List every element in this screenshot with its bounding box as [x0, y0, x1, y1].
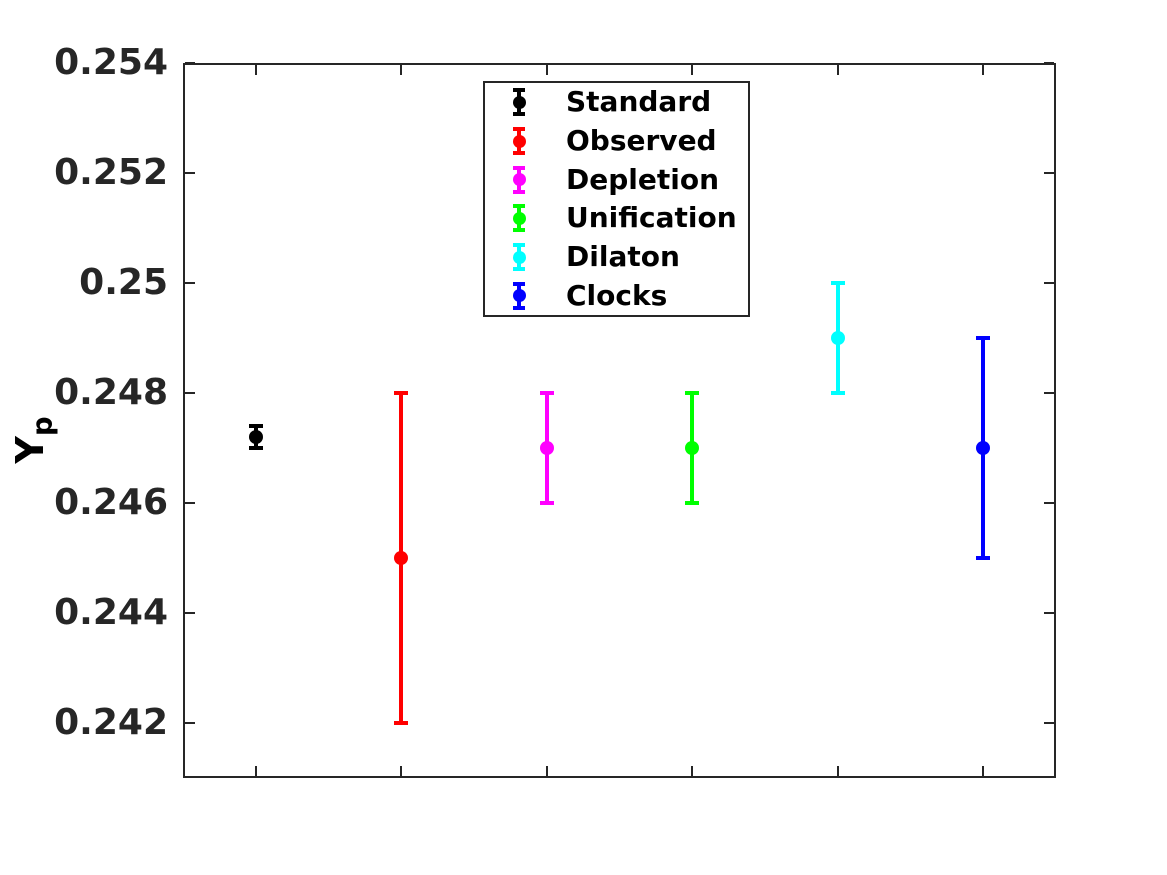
x-tick-mark-top — [545, 65, 548, 75]
errorbar-cap-bottom — [394, 721, 409, 725]
errorbar-cap-bottom — [539, 501, 554, 505]
y-axis-label-text: Y — [8, 436, 52, 464]
legend-marker-cap-top — [513, 204, 525, 209]
errorbar-observed — [394, 391, 409, 725]
y-tick-label: 0.244 — [54, 592, 168, 633]
errorbar-cap-bottom — [976, 556, 991, 560]
x-tick-mark-bottom — [545, 766, 548, 776]
legend-errorbar-marker-icon — [512, 127, 526, 155]
errorbar-standard — [248, 424, 263, 450]
legend-item-unification: Unification — [485, 199, 748, 238]
y-tick-mark-right — [1044, 62, 1054, 64]
y-tick-mark-left — [185, 502, 195, 504]
legend-errorbar-marker-icon — [512, 204, 526, 233]
y-tick-mark-left — [185, 722, 195, 724]
legend-marker-dot — [512, 289, 526, 303]
y-tick-mark-left — [185, 172, 195, 174]
y-tick-label: 0.246 — [54, 482, 168, 523]
x-tick-mark-bottom — [400, 766, 403, 776]
errorbar-unification — [685, 391, 700, 505]
y-tick-label: 0.242 — [54, 702, 168, 743]
x-tick-mark-bottom — [982, 766, 985, 776]
legend-marker-cap-bottom — [513, 189, 525, 194]
legend-marker-dot — [512, 211, 526, 225]
y-tick-mark-left — [185, 612, 195, 614]
errorbar-cap-bottom — [685, 501, 700, 505]
legend-errorbar-marker-icon — [512, 88, 526, 117]
legend-label: Unification — [566, 201, 737, 235]
y-tick-mark-left — [185, 392, 195, 394]
data-point — [830, 331, 845, 345]
data-point — [685, 441, 700, 455]
legend-marker-cap-bottom — [513, 267, 525, 272]
legend-errorbar-marker-icon — [512, 243, 526, 272]
data-point — [394, 551, 409, 565]
y-tick-mark-right — [1044, 392, 1054, 394]
legend-item-standard: Standard — [485, 83, 748, 122]
errorbar-cap-top — [539, 391, 554, 395]
data-point — [976, 441, 991, 455]
legend-item-clocks: Clocks — [485, 276, 748, 315]
legend-marker-cap-top — [513, 88, 525, 93]
errorbar-cap-bottom — [830, 391, 845, 395]
legend-marker-cap-top — [513, 243, 525, 248]
x-tick-mark-bottom — [836, 766, 839, 776]
legend-marker-cap-bottom — [513, 305, 525, 310]
errorbar-cap-top — [248, 424, 263, 428]
data-point — [248, 430, 263, 444]
legend-label: Depletion — [566, 162, 720, 196]
legend-errorbar-marker-icon — [512, 165, 526, 194]
y-tick-mark-right — [1044, 612, 1054, 614]
legend-item-depletion: Depletion — [485, 160, 748, 199]
errorbar-cap-top — [976, 336, 991, 340]
legend-item-observed: Observed — [485, 122, 748, 161]
x-tick-mark-top — [254, 65, 257, 75]
y-tick-mark-right — [1044, 172, 1054, 174]
legend-marker-cap-bottom — [513, 228, 525, 233]
y-axis-label-subscript: p — [27, 416, 59, 437]
legend-marker-cap-bottom — [513, 112, 525, 117]
x-tick-mark-bottom — [254, 766, 257, 776]
x-tick-mark-bottom — [691, 766, 694, 776]
legend: Standard Observed Depletion Unification Dila… — [483, 81, 750, 317]
errorbar-cap-top — [830, 281, 845, 285]
y-tick-mark-left — [185, 62, 195, 64]
errorbar-dilaton — [830, 281, 845, 395]
y-tick-mark-left — [185, 282, 195, 284]
legend-marker-cap-top — [513, 281, 525, 286]
y-tick-mark-right — [1044, 502, 1054, 504]
legend-marker-dot — [512, 95, 526, 109]
legend-label: Observed — [566, 124, 717, 157]
legend-marker-dot — [512, 250, 526, 264]
x-tick-mark-top — [982, 65, 985, 75]
y-tick-label: 0.25 — [79, 262, 168, 303]
x-tick-mark-top — [400, 65, 403, 75]
x-tick-mark-top — [691, 65, 694, 75]
data-point — [539, 441, 554, 455]
errorbar-cap-top — [394, 391, 409, 395]
y-tick-label: 0.252 — [54, 152, 168, 193]
y-tick-label: 0.254 — [54, 42, 168, 83]
legend-label: Dilaton — [566, 240, 680, 274]
legend-marker-dot — [512, 173, 526, 187]
errorbar-depletion — [539, 391, 554, 505]
x-tick-mark-top — [836, 65, 839, 75]
errorbar-clocks — [976, 336, 991, 560]
legend-marker-cap-bottom — [513, 151, 525, 155]
legend-errorbar-marker-icon — [512, 281, 526, 310]
legend-marker-dot — [512, 134, 526, 148]
legend-marker-cap-top — [513, 165, 525, 170]
errorbar-cap-top — [685, 391, 700, 395]
legend-label: Clocks — [566, 278, 668, 312]
errorbar-cap-bottom — [248, 446, 263, 450]
y-tick-mark-right — [1044, 282, 1054, 284]
y-tick-mark-right — [1044, 722, 1054, 724]
legend-marker-cap-top — [513, 127, 525, 131]
y-tick-label: 0.248 — [54, 372, 168, 413]
legend-label: Standard — [566, 85, 712, 119]
legend-item-dilaton: Dilaton — [485, 238, 748, 277]
